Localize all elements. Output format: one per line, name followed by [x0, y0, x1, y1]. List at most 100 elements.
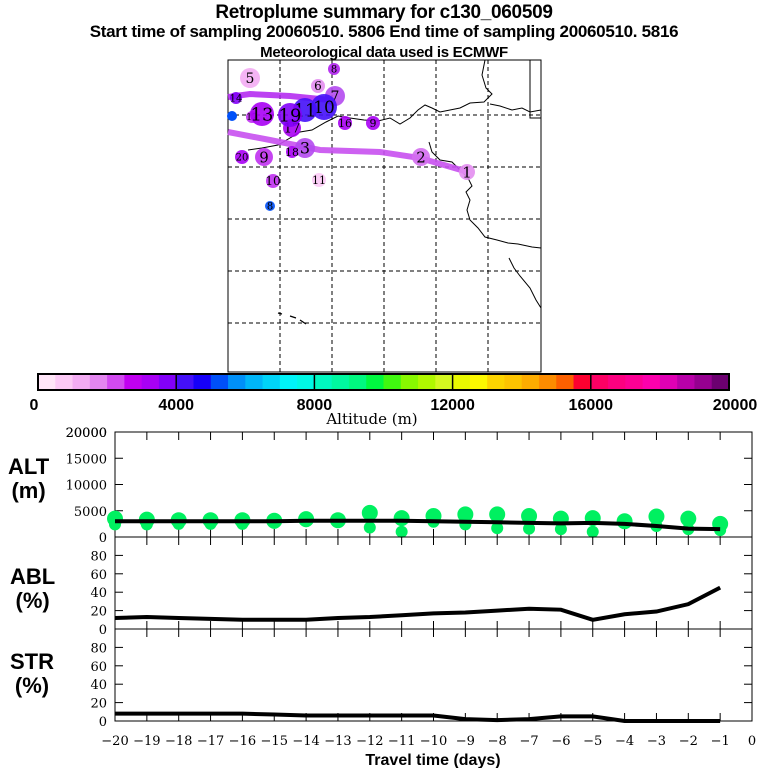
x-tick-label: −8: [488, 734, 507, 749]
x-axis-label: Travel time (days): [365, 752, 500, 768]
x-tick-label: −10: [420, 734, 447, 749]
colorbar-tick-label: 16000: [569, 397, 614, 414]
plume-cluster: 2: [412, 148, 430, 166]
x-tick-label: −11: [388, 734, 415, 749]
alt-label-line2: (m): [11, 478, 46, 503]
x-tick-label: −20: [101, 734, 128, 749]
abl-label-line1: ABL: [10, 564, 56, 589]
colorbar-swatch: [228, 374, 246, 390]
plume-cluster: 18: [285, 146, 299, 159]
altitude-point: [489, 506, 506, 523]
cluster-marker: [255, 148, 273, 166]
colorbar-swatch: [487, 374, 505, 390]
cluster-label: 20: [236, 153, 249, 164]
x-tick-label: −4: [615, 734, 634, 749]
x-tick-label: −6: [551, 734, 570, 749]
cluster-marker: [312, 173, 326, 187]
alt-panel-label: ALT (m): [8, 455, 49, 503]
colorbar-swatch: [608, 374, 626, 390]
altitude-point: [554, 523, 567, 536]
x-tick-label: −9: [456, 734, 475, 749]
cluster-label: 6: [314, 79, 322, 93]
cluster-label: 14: [230, 94, 243, 105]
colorbar-swatch: [469, 374, 488, 390]
cluster-label: 11: [312, 174, 326, 187]
coastline-north: [529, 60, 541, 119]
x-tick-label: −18: [165, 734, 192, 749]
panel-frame-str: [114, 628, 753, 722]
colorbar-axis-label: Altitude (m): [325, 410, 417, 428]
colorbar-frame: [37, 373, 730, 391]
coastline-hawaii: [277, 312, 307, 325]
cluster-marker: [295, 138, 315, 158]
cluster-marker: [278, 103, 302, 127]
colorbar-swatch: [38, 374, 56, 390]
colorbar-swatch: [556, 374, 575, 390]
colorbar-swatch: [677, 374, 695, 390]
cluster-label: 13: [251, 104, 274, 125]
colorbar-swatch: [590, 374, 609, 390]
altitude-point: [361, 504, 378, 521]
plume-cluster: 10: [265, 174, 281, 188]
cluster-label: 5: [246, 71, 255, 87]
coastline-baja: [508, 257, 542, 309]
plume-cluster: 20: [235, 150, 249, 164]
y-tick-label: 0: [99, 623, 107, 638]
altitude-point: [523, 522, 536, 535]
colorbar-swatch: [193, 374, 212, 390]
colorbar-swatch: [55, 374, 74, 390]
plume-cluster: 10: [311, 94, 337, 120]
y-tick-label: 20000: [66, 426, 107, 441]
cluster-label: 18: [285, 146, 299, 159]
cluster-label: 9: [370, 117, 377, 130]
colorbar-tick-label: 12000: [430, 397, 475, 414]
colorbar-tick-label: 20000: [713, 397, 758, 414]
cluster-label: 19: [279, 105, 302, 126]
colorbar-swatch: [107, 374, 125, 390]
coastline-alaska: [247, 59, 493, 151]
altitude-point: [363, 521, 376, 534]
colorbar-swatch: [383, 374, 402, 390]
colorbar-swatch: [400, 374, 419, 390]
colorbar-swatch: [659, 374, 678, 390]
colorbar-swatch: [625, 374, 644, 390]
x-tick-label: −15: [261, 734, 288, 749]
colorbar-swatch: [141, 374, 160, 390]
x-tick-label: 0: [748, 734, 756, 749]
met-data-subtitle: Meteorological data used is ECMWF: [260, 44, 508, 61]
colorbar-swatch: [504, 374, 523, 390]
cluster-marker: [230, 92, 242, 104]
cluster-marker: [286, 146, 298, 158]
colorbar-swatch: [711, 374, 730, 390]
colorbar-swatch: [694, 374, 713, 390]
plume-cluster: 19: [278, 103, 302, 127]
colorbar-swatch: [176, 374, 194, 390]
chart-title: Retroplume summary for c130_060509: [215, 2, 553, 23]
abl-label-line2: (%): [15, 588, 50, 613]
y-tick-label: 60: [90, 660, 107, 675]
alt-label-line1: ALT: [8, 454, 50, 479]
cluster-label: 3: [300, 139, 310, 158]
colorbar-tick-label: 8000: [297, 397, 333, 414]
colorbar-swatch: [331, 374, 350, 390]
cluster-marker: [235, 150, 249, 164]
x-tick-label: −14: [292, 734, 319, 749]
cluster-label: 7: [331, 89, 340, 105]
altitude-point: [680, 510, 697, 527]
y-tick-label: 0: [99, 531, 107, 546]
cluster-marker: [311, 79, 325, 93]
cluster-marker: [328, 63, 340, 75]
cluster-marker: [459, 164, 475, 180]
coastline-canada: [489, 103, 542, 113]
colorbar-swatch: [72, 374, 91, 390]
y-tick-label: 5000: [74, 505, 107, 520]
colorbar-swatch: [573, 374, 592, 390]
cluster-marker: [412, 148, 430, 166]
colorbar-swatch: [521, 374, 540, 390]
altitude-point: [586, 525, 599, 538]
colorbar-swatch: [279, 374, 298, 390]
colorbar-swatch: [89, 374, 108, 390]
